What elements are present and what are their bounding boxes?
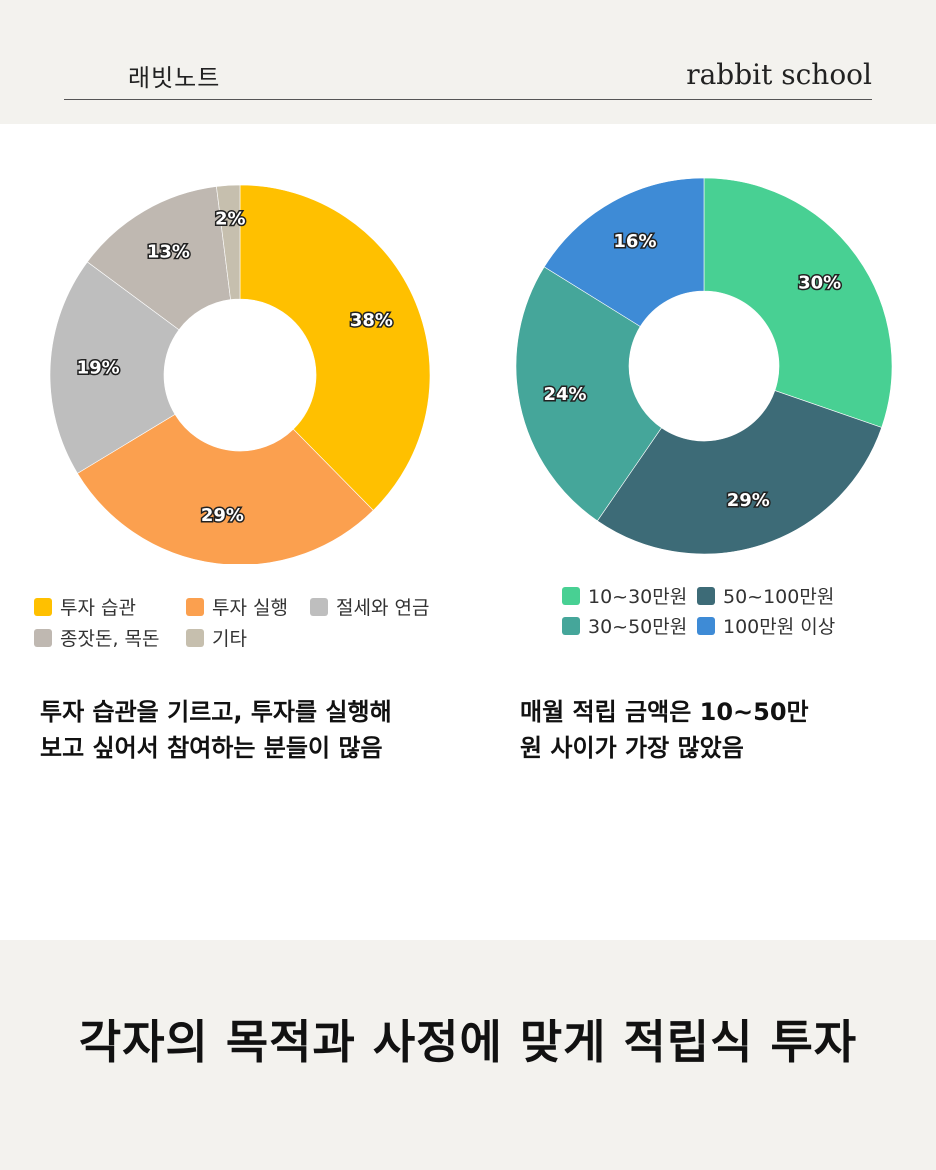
donut-slice bbox=[49, 261, 180, 474]
caption-left: 투자 습관을 기르고, 투자를 실행해 보고 싶어서 참여하는 분들이 많음 bbox=[40, 694, 392, 766]
donut-slice bbox=[515, 266, 662, 522]
legend-swatch bbox=[562, 586, 580, 605]
caption-left-line1: 투자 습관을 기르고, 투자를 실행해 bbox=[40, 698, 392, 726]
donut-slice bbox=[239, 184, 431, 511]
legend-item-other: 기타 bbox=[186, 624, 247, 651]
donut-slice bbox=[596, 390, 883, 555]
caption-right: 매월 적립 금액은 10~50만 원 사이가 가장 많았음 bbox=[520, 694, 809, 766]
legend-label: 종잣돈, 목돈 bbox=[60, 628, 160, 650]
legend-label: 기타 bbox=[212, 628, 247, 650]
legend-item-investment-habit: 투자 습관 bbox=[34, 593, 136, 620]
donut-slice bbox=[703, 177, 893, 428]
legend-swatch bbox=[186, 628, 204, 647]
slice-value-label: 16% bbox=[613, 231, 656, 252]
legend-item-seed-money: 종잣돈, 목돈 bbox=[34, 624, 159, 651]
legend-label: 절세와 연금 bbox=[336, 597, 430, 619]
slice-value-label: 13% bbox=[147, 241, 190, 262]
donut-slice bbox=[77, 413, 374, 564]
legend-item-100-plus: 100만원 이상 bbox=[697, 612, 835, 639]
slice-value-label: 24% bbox=[543, 384, 586, 405]
charts-canvas: 38% 29% 19% 13% 2% 30% 29% 24% 16% bbox=[49, 177, 893, 564]
legend-swatch bbox=[697, 586, 715, 605]
legend-label: 100만원 이상 bbox=[723, 616, 836, 638]
legend-label: 10~30만원 bbox=[588, 586, 688, 608]
donut-slice bbox=[543, 177, 705, 327]
header-bar: 래빗노트 rabbit school bbox=[0, 0, 936, 124]
slice-value-label: 2% bbox=[215, 208, 246, 229]
legend-label: 투자 실행 bbox=[212, 597, 288, 619]
footer-headline: 각자의 목적과 사정에 맞게 적립식 투자 bbox=[78, 1015, 858, 1069]
legend-item-30-50: 30~50만원 bbox=[562, 612, 687, 639]
slice-value-label: 19% bbox=[77, 357, 120, 378]
legend-label: 30~50만원 bbox=[588, 616, 688, 638]
legend-swatch bbox=[34, 597, 52, 616]
header-divider bbox=[64, 99, 872, 100]
slice-value-label: 38% bbox=[350, 310, 393, 331]
legend-item-50-100: 50~100만원 bbox=[697, 582, 834, 609]
brand-english: rabbit school bbox=[686, 58, 872, 91]
slice-value-label: 29% bbox=[727, 490, 770, 511]
legend-swatch bbox=[310, 597, 328, 616]
donut-slice bbox=[86, 186, 231, 331]
legend-label: 50~100만원 bbox=[723, 586, 835, 608]
legend-item-tax-pension: 절세와 연금 bbox=[310, 593, 429, 620]
slice-value-label: 29% bbox=[201, 505, 244, 526]
legend-swatch bbox=[186, 597, 204, 616]
caption-left-line2: 보고 싶어서 참여하는 분들이 많음 bbox=[40, 734, 383, 762]
legend-item-10-30: 10~30만원 bbox=[562, 582, 687, 609]
legend-swatch bbox=[562, 616, 580, 635]
caption-right-line2: 원 사이가 가장 많았음 bbox=[520, 734, 744, 762]
footer-bar bbox=[0, 940, 936, 1170]
donut-chart-investment-purpose: 38% 29% 19% 13% 2% bbox=[49, 184, 431, 564]
legend-swatch bbox=[34, 628, 52, 647]
brand-korean: 래빗노트 bbox=[128, 64, 221, 92]
donut-slice bbox=[216, 184, 241, 300]
legend-swatch bbox=[697, 616, 715, 635]
donut-chart-monthly-amount: 30% 29% 24% 16% bbox=[515, 177, 893, 555]
legend-item-investment-execution: 투자 실행 bbox=[186, 593, 288, 620]
caption-right-line1: 매월 적립 금액은 10~50만 bbox=[520, 698, 809, 726]
slice-value-label: 30% bbox=[798, 273, 841, 294]
legend-label: 투자 습관 bbox=[60, 597, 136, 619]
